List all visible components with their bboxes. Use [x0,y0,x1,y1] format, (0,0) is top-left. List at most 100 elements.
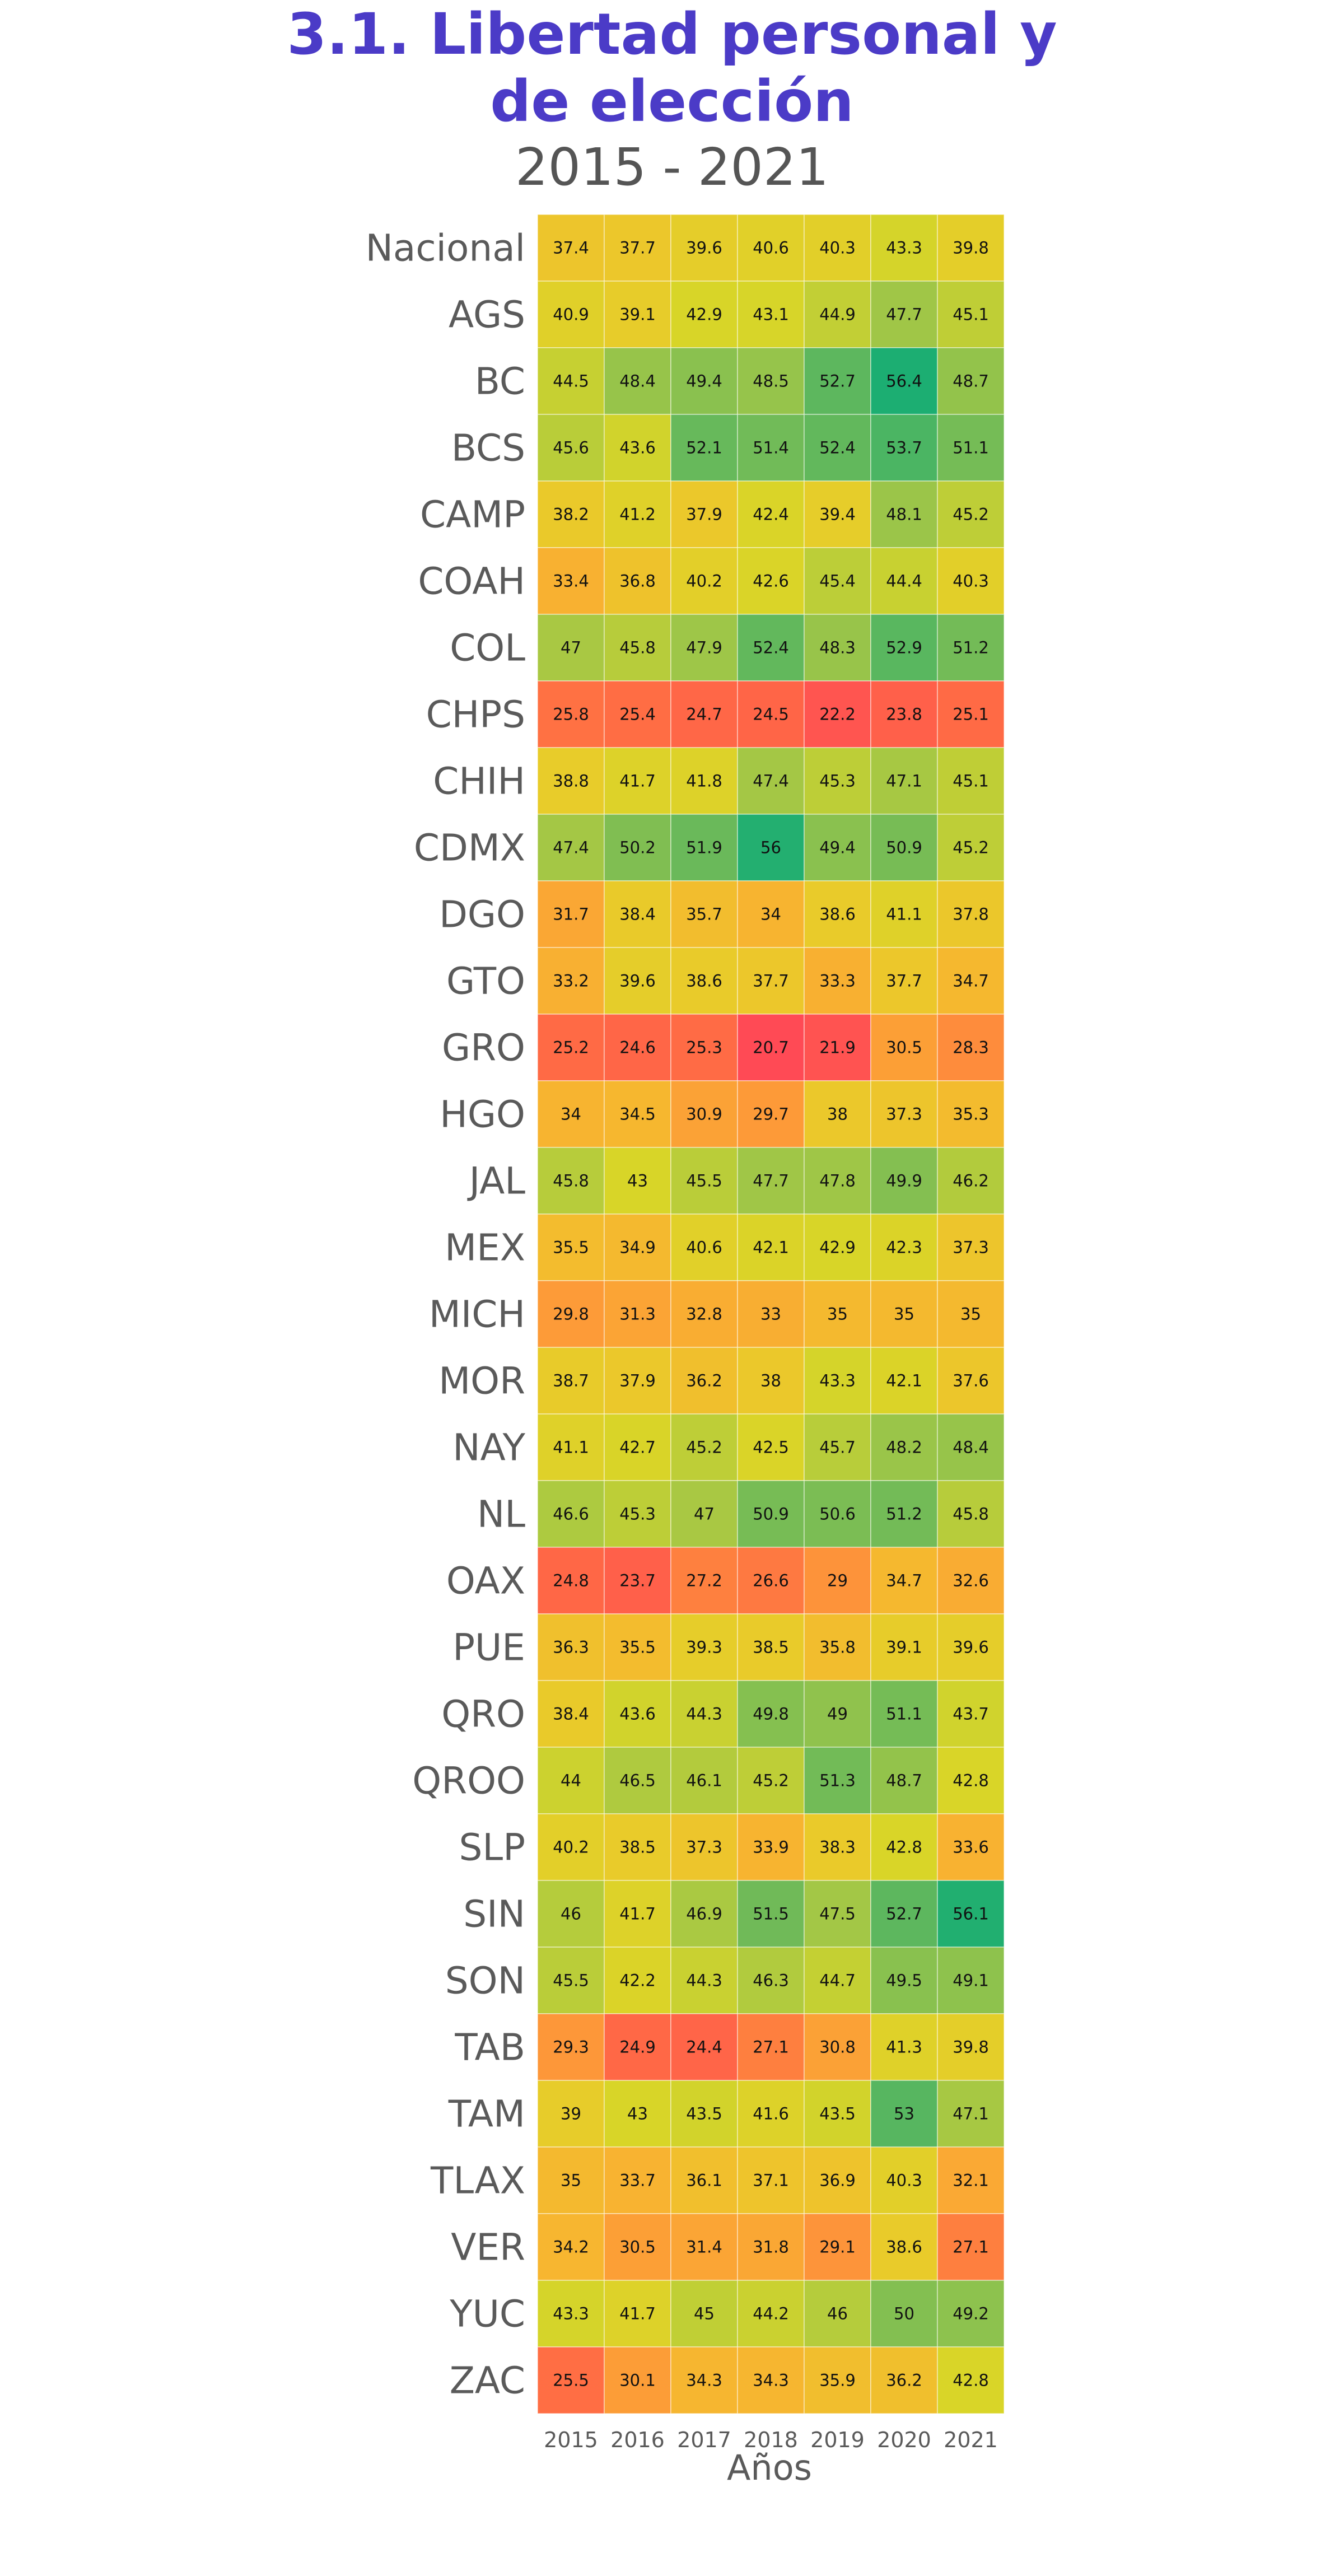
heatmap-cell-value: 44.3 [686,1705,722,1724]
heatmap-cell-value: 27.1 [953,2238,989,2257]
heatmap-cell-value: 35.7 [686,905,722,924]
heatmap-cell-value: 46.5 [619,1771,656,1790]
heatmap-cell [870,1613,938,1681]
heatmap-cell-value: 45.8 [553,1172,589,1191]
heatmap-cell [870,1947,938,2014]
row-label: CDMX [414,827,525,870]
heatmap-cell-value: 50.9 [753,1505,789,1524]
heatmap-cell-value: 44.4 [886,572,922,591]
heatmap-cell-value: 32.6 [953,1571,989,1590]
heatmap-cell [804,480,871,548]
heatmap-cell-value: 45.3 [619,1505,656,1524]
heatmap-cell [737,2280,805,2348]
heatmap-cell-value: 49.1 [953,1971,989,1990]
heatmap-cell [937,1147,1005,1215]
heatmap-cell [804,1680,871,1748]
heatmap-cell-value: 38.4 [619,905,656,924]
heatmap-cell-value: 38.8 [553,772,589,791]
heatmap-cell [670,281,738,348]
heatmap-cell [670,547,738,615]
heatmap-cell-value: 47.4 [553,838,589,857]
row-label: COAH [418,560,525,603]
row-label: GRO [442,1026,525,1070]
heatmap-cell [937,1413,1005,1481]
row-label: CHIH [433,760,525,803]
heatmap-cell [737,1347,805,1415]
heatmap-cell [737,1080,805,1148]
heatmap-cell [737,1813,805,1881]
row-label: SIN [463,1893,525,1936]
heatmap-cell [604,1813,671,1881]
heatmap-cell-value: 45.2 [753,1771,789,1790]
heatmap-cell-value: 48.2 [886,1438,922,1457]
heatmap-cell-value: 43.1 [753,305,789,324]
heatmap-cell-value: 24.9 [619,2038,656,2057]
heatmap-cell [737,414,805,482]
heatmap-cell-value: 46.3 [753,1971,789,1990]
heatmap-cell-value: 45.5 [686,1172,722,1191]
heatmap-cell-value: 42.7 [619,1438,656,1457]
heatmap-cell [937,1747,1005,1814]
x-axis-title: Años [727,2447,812,2488]
heatmap-cell [537,547,605,615]
heatmap-cell-value: 40.9 [553,305,589,324]
heatmap-cell [604,947,671,1015]
heatmap-cell-value: 24.6 [619,1038,656,1057]
row-label: SLP [459,1826,525,1869]
heatmap-cell [537,347,605,415]
heatmap-cell-value: 48.5 [753,372,789,391]
row-label: VER [451,2226,525,2269]
heatmap-cell-value: 39.1 [619,305,656,324]
row-label: BC [475,360,525,403]
heatmap-cell-value: 27.2 [686,1571,722,1590]
heatmap-cell-value: 33 [760,1305,781,1324]
heatmap-cell [937,2213,1005,2281]
heatmap-cell-value: 47.1 [953,2104,989,2124]
heatmap-cell-value: 40.6 [753,239,789,258]
heatmap-cell [737,1880,805,1948]
heatmap-cell-value: 31.7 [553,905,589,924]
row-label: TAB [454,2026,525,2069]
heatmap-cell [604,1680,671,1748]
heatmap-cell [804,347,871,415]
heatmap-cell [537,1280,605,1348]
heatmap-cell [737,2146,805,2214]
heatmap-cell-value: 33.7 [619,2171,656,2190]
heatmap-cell [604,1147,671,1215]
heatmap-cell [670,1480,738,1548]
heatmap-cell-value: 42.9 [686,305,722,324]
heatmap-cell [870,480,938,548]
heatmap-cell-value: 25.8 [553,705,589,724]
heatmap-cell [870,947,938,1015]
heatmap-cell-value: 51.4 [753,438,789,458]
heatmap-cell-value: 47.4 [753,772,789,791]
heatmap-cell-value: 53.7 [886,438,922,458]
heatmap-cell-value: 45.2 [686,1438,722,1457]
heatmap-cell-value: 34.3 [686,2371,722,2390]
heatmap-cell [937,281,1005,348]
heatmap-cell-value: 28.3 [953,1038,989,1057]
heatmap-cell-value: 34.2 [553,2238,589,2257]
heatmap-cell-value: 42.8 [953,2371,989,2390]
row-label: QRO [441,1693,525,1736]
heatmap-cell-value: 30.8 [819,2038,856,2057]
heatmap-cell [737,680,805,748]
heatmap-cell-value: 42.8 [886,1838,922,1857]
row-label: QROO [412,1760,525,1803]
heatmap-cell [604,1413,671,1481]
heatmap-cell [870,2146,938,2214]
heatmap-cell-value: 42.1 [886,1371,922,1390]
heatmap-cell-value: 29.7 [753,1105,789,1124]
heatmap-cell-value: 43 [627,1172,648,1191]
heatmap-cell [670,1347,738,1415]
heatmap-cell-value: 50.9 [886,838,922,857]
heatmap-cell [804,1280,871,1348]
heatmap-cell [937,2080,1005,2148]
row-label: NAY [452,1426,525,1469]
row-label: OAX [446,1560,525,1603]
heatmap-cell [537,1214,605,1281]
heatmap-cell-value: 49.9 [886,1172,922,1191]
heatmap-cell-value: 51.1 [886,1705,922,1724]
heatmap-cell-value: 25.2 [553,1038,589,1057]
row-label: JAL [467,1160,525,1203]
